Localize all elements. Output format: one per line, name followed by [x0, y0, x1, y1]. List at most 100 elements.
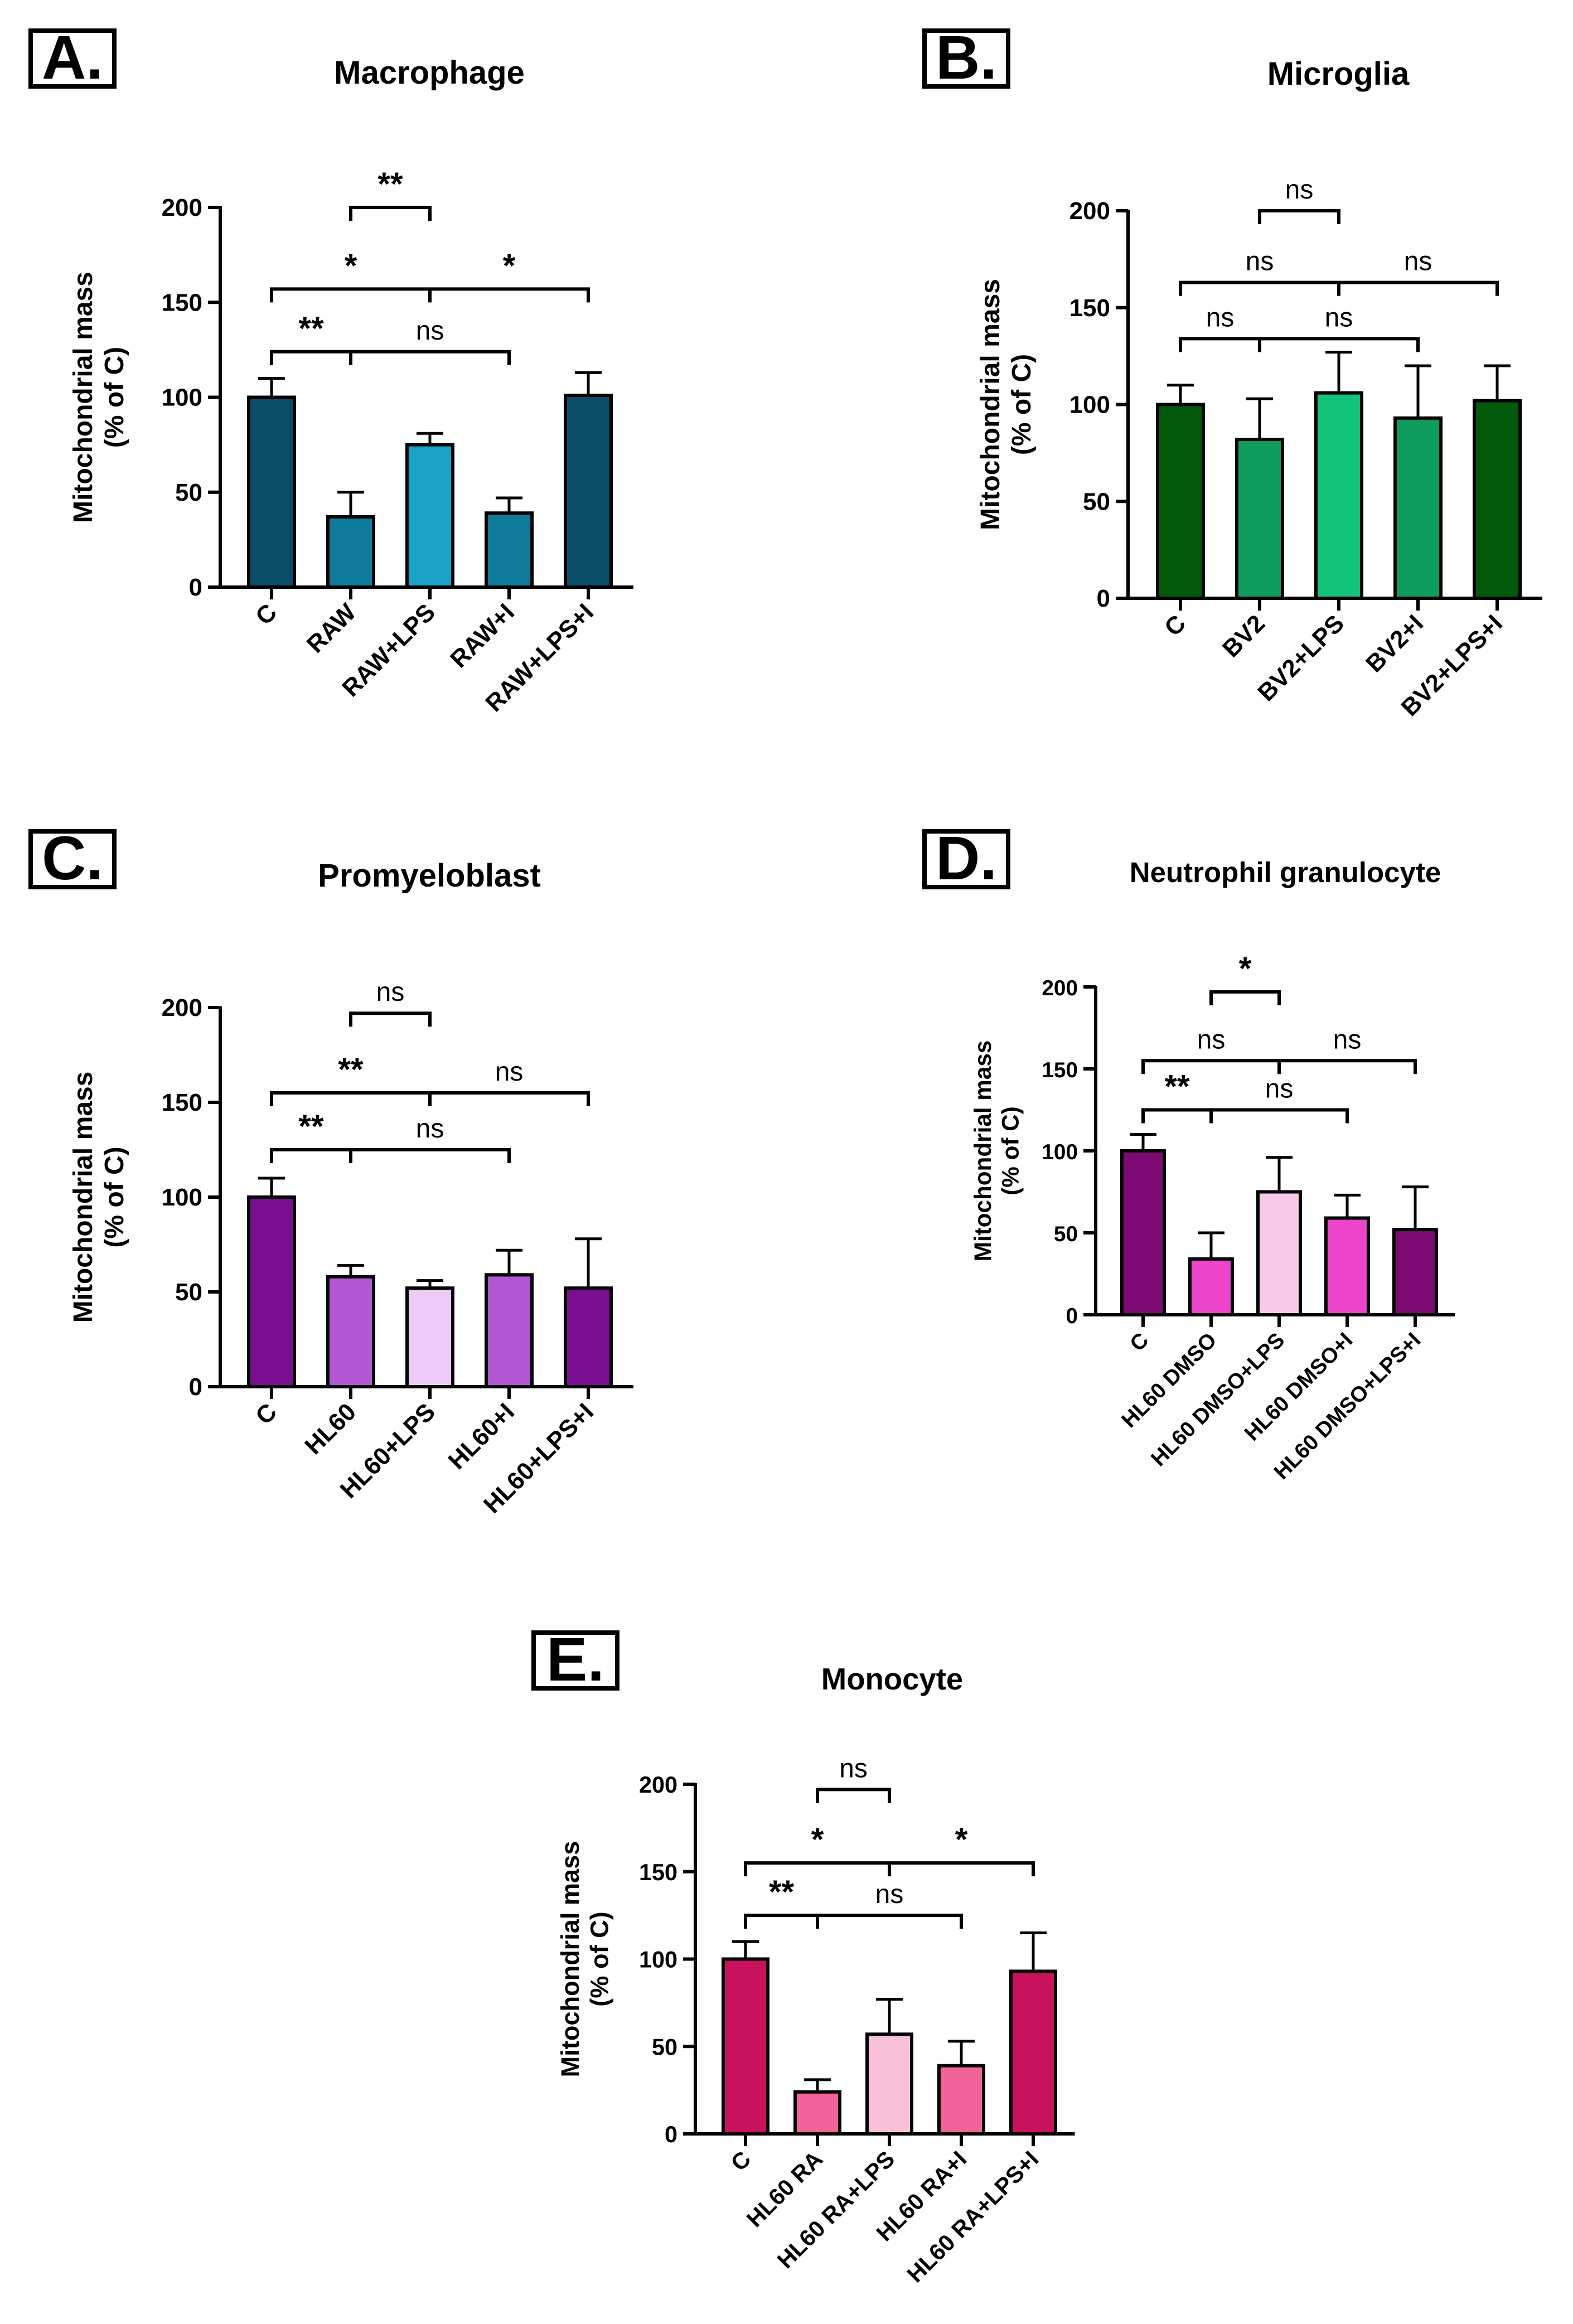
significance-label-left: ** [769, 1874, 795, 1910]
y-tick-label: 100 [162, 384, 202, 411]
bar [485, 511, 534, 589]
panel-label: E. [546, 1625, 604, 1694]
y-tick-label: 200 [639, 1772, 677, 1798]
x-category-label: RAW [302, 598, 362, 659]
y-tick-label: 50 [175, 479, 202, 506]
y-tick-label: 150 [1042, 1058, 1078, 1082]
y-tick-label: 0 [1097, 585, 1110, 612]
y-axis-label: Mitochondrial mass [556, 1841, 584, 2078]
significance-bracket [270, 287, 590, 303]
bar [937, 2064, 985, 2136]
y-tick-label: 200 [162, 994, 202, 1021]
y-axis-label: Mitochondrial mass [69, 1072, 98, 1323]
panel-label-box [28, 28, 117, 89]
x-category-label: BV2+I [1361, 609, 1429, 677]
y-axis-label-unit: (% of C) [585, 1911, 614, 2006]
panel-label-box [28, 829, 117, 889]
y-tick-label: 0 [1066, 1304, 1078, 1328]
bar [1188, 1257, 1234, 1317]
bar [865, 2032, 913, 2136]
x-category-label: BV2 [1217, 609, 1270, 662]
y-tick-label: 100 [639, 1947, 677, 1973]
y-axis-label: Mitochondrial mass [976, 279, 1005, 530]
bar [405, 1286, 454, 1388]
significance-label: * [1239, 951, 1252, 987]
panel-label-box [922, 829, 1010, 889]
chart-title: Macrophage [334, 55, 525, 91]
y-tick-label: 50 [652, 2034, 677, 2060]
significance-bracket [270, 1148, 511, 1163]
significance-bracket [816, 1788, 891, 1803]
chart-title: Microglia [1267, 56, 1410, 92]
x-category-label: HL60 RA+LPS+I [902, 2146, 1044, 2288]
y-tick-label: 150 [162, 1089, 202, 1116]
bar [1393, 416, 1443, 600]
y-axis-label-unit: (% of C) [997, 1106, 1023, 1195]
y-axis-label: Mitochondrial mass [970, 1040, 996, 1262]
significance-label-right: ns [1265, 1074, 1294, 1104]
panel-label-box [922, 28, 1010, 89]
bar [1392, 1228, 1438, 1317]
x-category-label: C [250, 1398, 282, 1430]
x-category-label: HL60 [299, 1398, 361, 1460]
significance-label-right: * [503, 248, 516, 284]
significance-bracket [1179, 337, 1420, 352]
significance-bracket [349, 206, 432, 221]
y-tick-label: 0 [189, 1373, 202, 1401]
significance-bracket [744, 1861, 1035, 1877]
significance-label-right: * [955, 1822, 968, 1858]
significance-label-right: ns [875, 1880, 904, 1909]
significance-label-right: ns [495, 1057, 524, 1087]
y-tick-label: 100 [1042, 1140, 1078, 1164]
bar [247, 395, 296, 589]
significance-label-right: ns [1404, 247, 1432, 277]
significance-bracket [744, 1914, 963, 1929]
significance-bracket [1141, 1108, 1349, 1124]
y-tick-label: 200 [1069, 197, 1110, 225]
x-category-label: HL60+I [443, 1398, 520, 1475]
significance-label: ns [839, 1754, 868, 1783]
y-tick-label: 100 [162, 1184, 202, 1211]
significance-label: ns [1285, 175, 1314, 205]
y-tick-label: 150 [162, 289, 202, 316]
x-category-label: C [726, 2146, 756, 2176]
x-category-label: C [1125, 1328, 1153, 1356]
chart-panel-a: A. Macrophage 0 50 100 150 200 Mitochondrial ma… [28, 23, 633, 717]
y-tick-label: 150 [639, 1860, 677, 1885]
chart-title: Promyeloblast [318, 858, 541, 894]
y-tick-label: 50 [1054, 1222, 1078, 1246]
significance-label-left: ** [1164, 1069, 1190, 1105]
bar [247, 1195, 296, 1388]
chart-title: Monocyte [821, 1662, 963, 1696]
significance-label-left: * [345, 248, 357, 284]
significance-bracket [1209, 990, 1281, 1005]
significance-bracket [349, 1011, 432, 1027]
bar [1120, 1149, 1166, 1316]
x-category-label: BV2+LPS [1252, 609, 1349, 706]
significance-bracket [270, 350, 511, 365]
significance-label-right: ns [1333, 1025, 1362, 1054]
chart-panel-d: D. Neutrophil granulocyte 0 50 100 150 200 Mito… [922, 824, 1455, 1484]
y-tick-label: 200 [162, 194, 202, 221]
x-category-label: C [250, 598, 282, 630]
panel-label: A. [42, 23, 103, 92]
significance-label-right: ns [1325, 303, 1353, 332]
bar [564, 394, 613, 589]
significance-bracket [1141, 1059, 1417, 1074]
y-axis-label-unit: (% of C) [100, 347, 129, 448]
significance-label-left: ** [298, 1108, 324, 1145]
bar [485, 1273, 534, 1388]
y-tick-label: 50 [1083, 488, 1110, 515]
bar [1235, 438, 1284, 600]
y-axis-label-unit: (% of C) [100, 1146, 129, 1247]
bar [1009, 1969, 1057, 2136]
bar [793, 2090, 841, 2136]
significance-bracket [270, 1091, 590, 1106]
bar [1473, 399, 1522, 600]
chart-panel-b: B. Microglia 0 50 100 150 200 Mitochondrial mas… [922, 23, 1542, 722]
y-axis-label: Mitochondrial mass [69, 272, 98, 523]
bar [1314, 391, 1363, 601]
y-tick-label: 0 [189, 574, 202, 601]
significance-bracket [1179, 280, 1499, 296]
